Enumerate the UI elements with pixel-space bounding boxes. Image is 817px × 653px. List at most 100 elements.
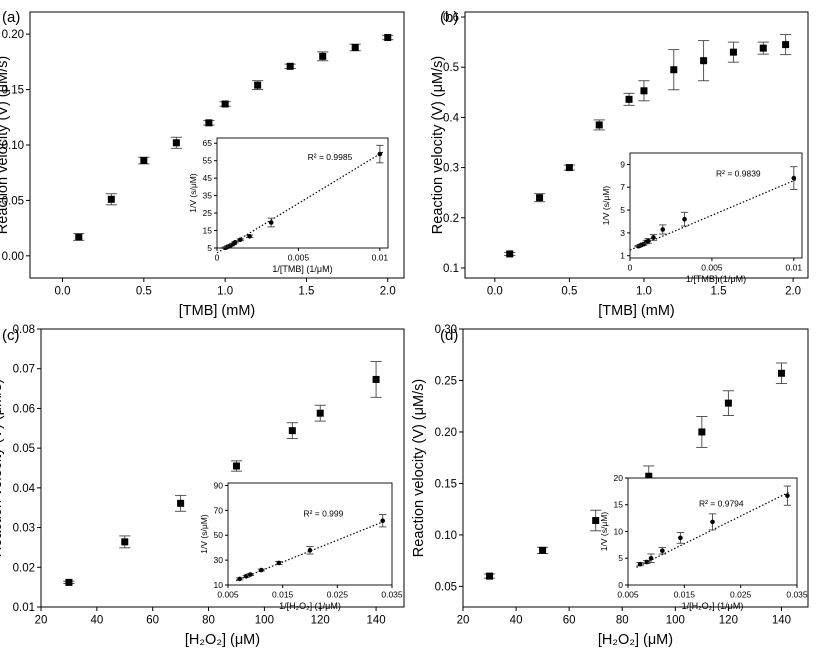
panel-d: (d)20 40 60 80 100 120 1400.050.100.150.200.25…: [411, 324, 809, 648]
x-tick-label: 1.0: [217, 286, 233, 298]
x-tick-label: 1.5: [711, 286, 727, 298]
inset-data-point: [785, 493, 790, 498]
panel-label: (b): [440, 9, 458, 26]
inset-y-tick-label: 5: [207, 243, 212, 253]
y-tick-label: 0.01: [13, 602, 35, 614]
y-tick-label: 0.06: [13, 403, 35, 415]
inset-data-point: [380, 518, 386, 523]
inset-x-tick-label: 0.025: [730, 590, 752, 600]
data-point: [351, 43, 359, 51]
inset-data-point: [644, 559, 650, 565]
y-tick-label: 0.08: [13, 324, 35, 336]
inset-y-tick-label: 7: [620, 182, 625, 192]
data-point: [645, 472, 653, 480]
inset-x-tick-label: 0.035: [786, 590, 808, 600]
inset-data-point: [377, 151, 383, 157]
data-point: [372, 375, 380, 383]
inset-y-tick-label: 1: [620, 251, 625, 261]
y-tick-label: 0.4: [443, 112, 460, 124]
x-tick-label: 0.5: [561, 286, 577, 298]
inset-y-tick-label: 0: [618, 580, 623, 590]
inset-y-tick-label: 15: [203, 226, 213, 236]
inset-y-tick-label: 9: [620, 159, 625, 169]
inset-y-axis-label: 1/V (s/μM): [188, 173, 198, 213]
inset-data-point: [660, 548, 665, 554]
inset-data-point: [248, 572, 253, 577]
data-point: [782, 41, 790, 49]
data-point: [107, 195, 115, 203]
inset-y-tick-label: 55: [203, 156, 213, 166]
inset-fit-line: [629, 178, 798, 251]
inset-x-tick-label: 0.005: [701, 263, 723, 273]
x-tick-label: 120: [719, 615, 738, 627]
panel-label: (a): [2, 9, 20, 26]
inset-data-point: [678, 535, 683, 541]
inset-data-point: [259, 567, 264, 573]
data-point: [221, 100, 229, 108]
x-tick-label: 60: [146, 615, 159, 627]
x-axis-label: [TMB] (mM): [179, 303, 256, 319]
inset-data-point: [237, 576, 242, 582]
y-tick-label: 0.04: [13, 483, 36, 495]
x-tick-label: 80: [616, 615, 629, 627]
x-tick-label: 20: [35, 615, 48, 627]
y-tick-label: 0.3: [443, 163, 459, 175]
inset-x-tick-label: 0: [215, 253, 220, 263]
inset-x-tick-label: 0.01: [372, 253, 389, 263]
inset-data-point: [237, 237, 243, 243]
data-point: [486, 572, 494, 580]
x-tick-label: 1.5: [298, 286, 314, 298]
data-point: [288, 427, 296, 435]
inset-y-tick-label: 20: [614, 473, 624, 483]
y-tick-label: 0.05: [435, 581, 457, 593]
panel-c: (c) 20 40 60 80 100 120 140 0.01 0.02 0.03 0.04 0.05…: [0, 324, 405, 648]
panel-label: (d): [440, 327, 458, 344]
data-point: [232, 462, 240, 470]
inset-y-tick-label: 90: [214, 480, 224, 490]
inset-data-point: [682, 216, 687, 222]
y-tick-label: 0.02: [13, 562, 35, 574]
r-squared-annotation: R² = 0.9839: [716, 169, 761, 179]
x-tick-label: 100: [666, 615, 685, 627]
data-point: [319, 52, 327, 60]
inset-y-tick-label: 30: [214, 555, 224, 565]
inset-x-tick-label: 0.01: [786, 263, 803, 273]
inset-data-point: [243, 573, 249, 579]
x-tick-label: 80: [202, 615, 215, 627]
data-point: [75, 233, 83, 241]
data-point: [759, 44, 767, 52]
data-point: [729, 48, 737, 56]
inset-chart: 0.005 0.015 0.025 0.035 10 30 50 70 90 1/[H₂O₂] (…: [199, 480, 403, 611]
inset-x-tick-label: 0.025: [327, 590, 349, 600]
inset-x-tick-label: 0: [628, 263, 633, 273]
data-point: [506, 250, 514, 258]
inset-x-axis-label: 1/[TMB] (1/μM): [272, 264, 332, 274]
y-axis-label: Reaction velocity (V) (μM/s): [411, 379, 427, 557]
data-point: [625, 95, 633, 103]
inset-y-tick-label: 45: [203, 173, 213, 183]
x-tick-label: 140: [366, 615, 385, 627]
y-tick-label: 0.05: [13, 443, 35, 455]
data-point: [140, 157, 148, 165]
panel-label: (c): [2, 327, 20, 344]
inset-y-axis-label: 1/V (s/μM): [601, 186, 611, 226]
inset-plot-frame: [216, 137, 389, 249]
y-tick-label: 0.1: [443, 263, 459, 275]
data-point: [121, 538, 129, 546]
x-tick-label: 40: [510, 615, 523, 627]
data-point: [777, 369, 785, 377]
x-tick-label: 0.0: [487, 286, 503, 298]
inset-chart: 0 0.005 0.01 5 15 25 35 45 55 65 1/[TMB] (1/μM) 1/V…: [188, 137, 389, 274]
inset-x-tick-label: 0.035: [381, 590, 403, 600]
data-point: [177, 499, 185, 507]
inset-y-axis-label: 1/V (s/μM): [199, 514, 209, 554]
x-tick-label: 1.0: [636, 286, 652, 298]
inset-data-point: [651, 235, 656, 240]
inset-x-tick-label: 0.005: [288, 253, 310, 263]
y-tick-label: 0.00: [2, 251, 24, 263]
data-point: [595, 121, 603, 129]
inset-data-point: [637, 561, 643, 567]
inset-y-tick-label: 65: [203, 138, 213, 148]
data-point: [670, 66, 678, 74]
x-axis-label: [TMB] (mM): [598, 303, 675, 319]
